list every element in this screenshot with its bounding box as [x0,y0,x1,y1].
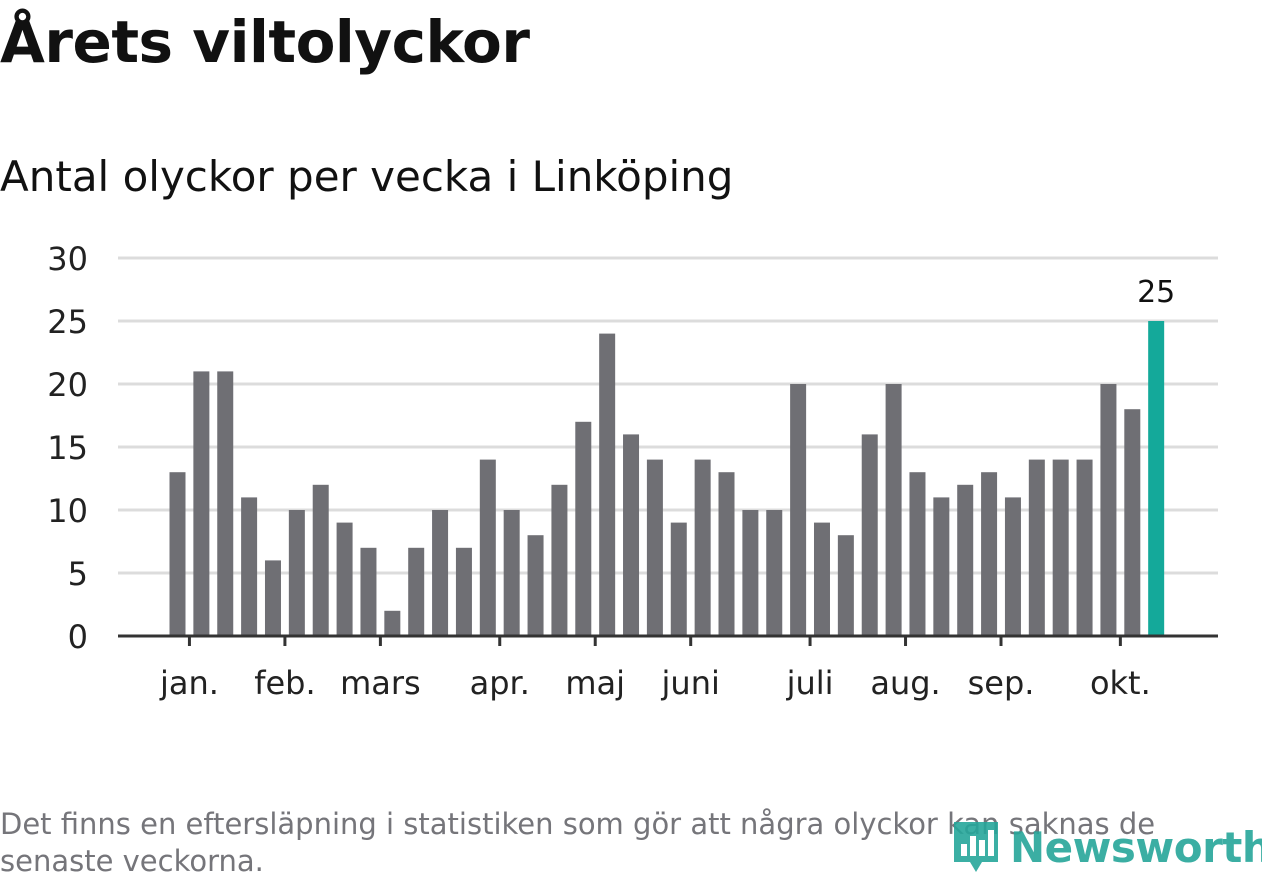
x-tick-label: mars [340,664,421,702]
brand-logo: Newsworthy [950,818,1262,876]
bar-week-35 [981,472,998,636]
x-tick-label: aug. [870,664,940,702]
bar-week-42 [1148,321,1165,636]
brand-name: Newsworthy [1010,822,1262,872]
bar-week-24 [718,472,735,636]
y-tick-label-25: 25 [47,303,88,341]
x-tick-label: apr. [470,664,530,702]
bar-week-22 [670,522,687,636]
x-tick-label: sep. [968,664,1035,702]
bar-week-8 [336,522,353,636]
bar-week-11 [408,547,425,636]
bar-week-33 [933,497,950,636]
y-tick-label-5: 5 [68,555,88,593]
chart-title: Årets viltolyckor [0,8,530,76]
bar-week-6 [288,510,305,636]
bar-week-9 [360,547,377,636]
bar-week-30 [861,434,878,636]
bar-week-7 [312,484,329,636]
x-tick-label: jan. [159,664,219,702]
bar-week-17 [551,484,568,636]
bar-week-40 [1100,384,1117,636]
y-tick-label-10: 10 [47,492,88,530]
bar-week-36 [1004,497,1021,636]
bar-week-41 [1124,409,1141,636]
bar-week-14 [479,459,496,636]
bar-chart: 0 5 10 15 20 25 30 jan. feb. mars apr. maj juni juli… [47,240,1218,702]
x-tick-label: maj [565,664,625,702]
bar-week-38 [1052,459,1069,636]
bar-week-1 [169,472,186,636]
data-label-latest: 25 [1137,275,1175,310]
bar-week-10 [384,610,401,636]
bar-week-2 [193,371,210,636]
bar-week-12 [432,510,449,636]
bar-week-39 [1076,459,1093,636]
chart-subtitle: Antal olyckor per vecka i Linköping [0,152,734,201]
x-tick-label: juli [786,664,834,702]
bar-week-37 [1028,459,1045,636]
y-tick-label-15: 15 [47,429,88,467]
bar-chart-pin-icon [954,822,998,872]
bar-week-16 [527,535,544,636]
bar-week-25 [742,510,759,636]
y-axis-ticks: 0 5 10 15 20 25 30 [47,240,88,656]
x-tick-label: juni [661,664,720,702]
bar-week-26 [766,510,783,636]
bar-week-18 [575,421,592,636]
bar-week-32 [909,472,926,636]
bar-week-23 [694,459,711,636]
bar-week-5 [264,560,281,636]
bar-week-19 [599,333,616,636]
y-tick-label-30: 30 [47,240,88,278]
x-tick-label: feb. [254,664,315,702]
bar-week-28 [813,522,830,636]
y-tick-label-20: 20 [47,366,88,404]
x-tick-label: okt. [1090,664,1151,702]
bar-week-27 [790,384,807,636]
y-tick-label-0: 0 [68,618,88,656]
bar-week-13 [455,547,472,636]
bar-week-20 [623,434,640,636]
bar-week-34 [957,484,974,636]
bar-week-29 [837,535,854,636]
bar-week-31 [885,384,902,636]
x-axis-ticks: jan. feb. mars apr. maj juni juli aug. sep. okt. [159,636,1151,702]
bar-week-21 [646,459,663,636]
bar-week-15 [503,510,520,636]
bar-week-4 [241,497,258,636]
bar-week-3 [217,371,234,636]
bars [169,321,1165,636]
